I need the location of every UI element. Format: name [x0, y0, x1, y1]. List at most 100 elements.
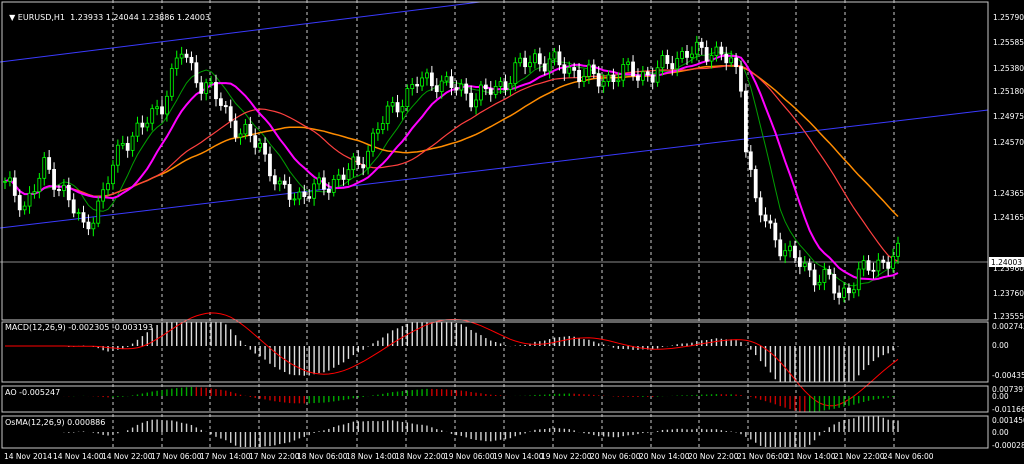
triangle-icon: ▼: [9, 13, 18, 22]
candle-body: [778, 239, 783, 257]
candle-body: [528, 62, 532, 68]
candle-body: [518, 57, 523, 64]
candle-body: [277, 180, 282, 185]
candle-body: [326, 188, 331, 193]
candle-body: [513, 62, 518, 84]
candle-body: [704, 47, 709, 62]
candle-body: [812, 269, 817, 286]
candle-body: [802, 262, 807, 267]
candle-body: [444, 76, 449, 82]
candle-body: [8, 177, 12, 182]
candle-body: [807, 262, 812, 271]
candle-body: [204, 82, 209, 94]
candle-body: [783, 250, 788, 257]
macd-label: MACD(12,26,9) -0.002305 -0.003193: [5, 323, 153, 332]
candle-body: [317, 177, 321, 185]
candle-body: [179, 53, 184, 59]
candle-body: [189, 56, 194, 64]
candle-body: [61, 184, 66, 191]
candle-body: [76, 212, 81, 215]
candle-body: [832, 273, 837, 294]
ao-label: AO -0.005247: [5, 388, 61, 397]
candle-body: [572, 67, 577, 71]
candle-body: [81, 212, 86, 223]
panel-frames: [1, 1, 989, 449]
candle-body: [842, 287, 846, 298]
candle-body: [459, 83, 464, 91]
time-tick-label: 19 Nov 22:00: [541, 452, 592, 461]
candle-body: [415, 84, 420, 87]
price-tick-label: 1.25180: [993, 87, 1024, 96]
candle-body: [533, 53, 537, 64]
candle-body: [42, 157, 47, 179]
candle-body: [596, 73, 601, 87]
candle-body: [881, 259, 886, 263]
candle-body: [665, 55, 670, 64]
candle-body: [3, 180, 7, 183]
time-tick-label: 17 Nov 06:00: [151, 452, 202, 461]
candle-body: [866, 260, 871, 271]
candle-body: [405, 88, 410, 107]
price-tick-label: 1.23960: [993, 264, 1024, 273]
candle-body: [724, 53, 729, 64]
candle-body: [307, 196, 312, 199]
candle-body: [591, 64, 596, 75]
candle-body: [390, 102, 395, 107]
candle-body: [32, 191, 37, 194]
candle-body: [47, 157, 52, 170]
candle-body: [753, 169, 758, 199]
time-tick-label: 14 Nov 22:00: [102, 452, 153, 461]
candle-body: [429, 72, 434, 87]
candle-body: [272, 175, 277, 185]
candle-body: [876, 259, 881, 272]
price-tick-label: 1.25380: [993, 64, 1024, 73]
candle-body: [685, 51, 689, 58]
candle-body: [96, 200, 101, 224]
candle-body: [493, 85, 498, 95]
price-tick-label: 1.23555: [993, 312, 1024, 321]
candle-body: [694, 41, 699, 55]
candle-body: [719, 46, 724, 55]
candle-body: [896, 242, 900, 257]
candle-body: [797, 257, 802, 267]
candle-body: [822, 269, 827, 283]
candle-body: [616, 79, 621, 83]
candle-body: [155, 106, 160, 110]
candle-body: [27, 192, 32, 207]
symbol-header: ▼ EURUSD,H1 1.23933 1.24044 1.23886 1.24…: [4, 4, 210, 22]
candle-body: [498, 81, 503, 87]
candle-body: [714, 46, 719, 56]
time-tick-label: 18 Nov 22:00: [395, 452, 446, 461]
time-tick-label: 18 Nov 14:00: [346, 452, 397, 461]
candle-body: [434, 85, 439, 93]
candle-body: [680, 51, 685, 59]
candle-body: [577, 69, 581, 82]
candle-body: [483, 84, 488, 90]
candle-body: [793, 245, 797, 259]
candle-body: [851, 289, 856, 294]
current-price-box: [989, 257, 1024, 267]
channel-upper: [0, 1, 481, 63]
price-tick-label: 1.23760: [993, 289, 1024, 298]
candle-body: [106, 183, 110, 191]
time-tick-label: 24 Nov 06:00: [883, 452, 934, 461]
candle-body: [729, 57, 734, 64]
candle-body: [410, 84, 415, 90]
ohlc-values: 1.23933 1.24044 1.23886 1.24003: [70, 13, 211, 22]
candle-body: [223, 105, 228, 108]
price-axis: 1.25790 1.25585 1.25380 1.25180 1.24975 1.245…: [989, 13, 1024, 450]
candle-body: [891, 255, 895, 269]
candle-body: [263, 142, 267, 155]
candle-body: [420, 77, 424, 87]
candle-body: [709, 55, 714, 62]
ao-scale-label: 0.00: [992, 392, 1009, 401]
candle-body: [611, 74, 616, 83]
candle-body: [768, 220, 773, 224]
candle-body: [837, 292, 842, 298]
candle-body: [101, 189, 106, 202]
panel-frame-3: [1, 415, 989, 449]
candle-body: [586, 64, 591, 77]
candle-body: [86, 221, 91, 230]
